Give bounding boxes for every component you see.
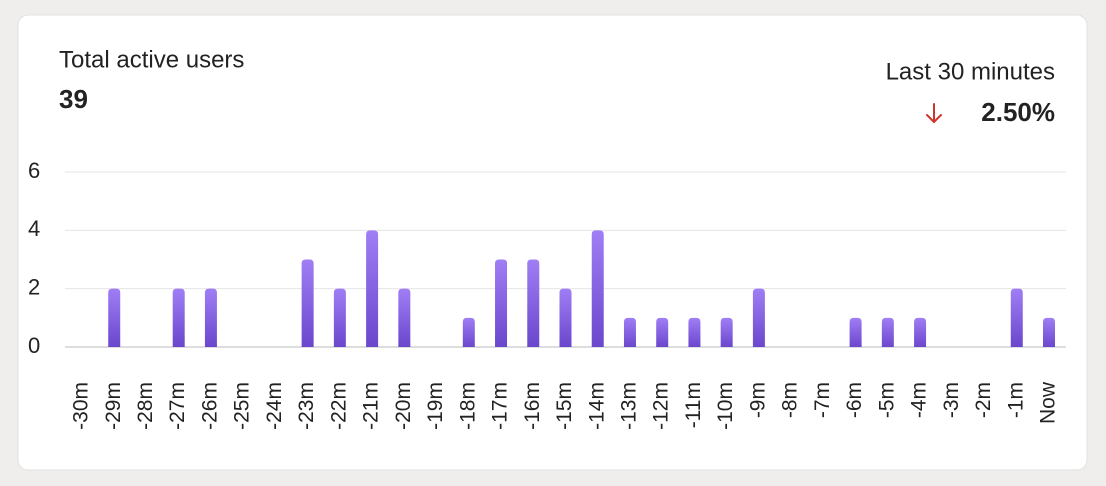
bar [720, 317, 733, 347]
x-tick-label: -23m [295, 382, 318, 430]
bar [366, 230, 379, 347]
x-tick-label: -13m [618, 382, 641, 430]
y-tick-label: 2 [28, 274, 40, 299]
bar [656, 317, 669, 347]
x-tick-label: -25m [231, 382, 254, 430]
card [17, 14, 1088, 471]
x-tick-label: -1m [1004, 382, 1027, 418]
x-tick-label: -5m [875, 382, 898, 418]
x-tick-label: -20m [392, 382, 415, 430]
bar [398, 288, 411, 347]
x-tick-label: -2m [972, 382, 995, 418]
x-tick-label: -21m [360, 382, 383, 430]
bar [1010, 288, 1023, 347]
x-tick-label: -3m [940, 382, 963, 418]
bar [914, 317, 927, 347]
x-tick-label: -8m [779, 382, 802, 418]
x-tick-label: -4m [908, 382, 931, 418]
bar [559, 288, 572, 347]
x-tick-label: -19m [424, 382, 447, 430]
x-tick-label: -16m [521, 382, 544, 430]
x-tick-label: -12m [650, 382, 673, 430]
bar [688, 317, 701, 347]
card-title: Total active users [59, 46, 244, 73]
bar [301, 259, 314, 347]
x-tick-label: -29m [102, 382, 125, 430]
x-tick-label: -11m [682, 382, 705, 428]
bar [1043, 317, 1055, 347]
bar [752, 288, 765, 347]
x-tick-label: Now [1037, 381, 1060, 424]
x-tick-label: -10m [714, 382, 737, 430]
bar [333, 288, 346, 347]
bar [172, 288, 185, 347]
bar [591, 230, 604, 347]
y-tick-label: 6 [28, 158, 40, 183]
x-tick-label: -28m [134, 382, 157, 430]
x-tick-label: -22m [327, 382, 350, 430]
x-tick-label: -7m [811, 382, 834, 418]
x-tick-label: -26m [198, 382, 221, 430]
down-arrow-icon [926, 103, 942, 124]
bar [623, 317, 636, 347]
x-tick-label: -24m [263, 382, 286, 430]
x-tick-label: -15m [553, 382, 576, 430]
x-tick-label: -30m [70, 382, 93, 430]
x-tick-label: -6m [843, 382, 866, 418]
y-tick-label: 4 [28, 216, 40, 241]
bar [527, 259, 540, 347]
x-tick-label: -27m [166, 382, 189, 430]
bar [495, 259, 508, 347]
bar [881, 317, 894, 347]
x-tick-label: -18m [456, 382, 479, 430]
bar [462, 317, 475, 347]
bar [108, 288, 121, 347]
y-tick-label: 0 [28, 333, 40, 358]
x-tick-label: -17m [489, 382, 512, 430]
x-tick-label: -9m [746, 382, 769, 418]
total-value: 39 [59, 84, 88, 114]
period-label: Last 30 minutes [886, 58, 1055, 85]
bar [849, 317, 862, 347]
x-tick-label: -14m [585, 382, 608, 430]
change-value: 2.50% [981, 97, 1055, 127]
bar [204, 288, 217, 347]
